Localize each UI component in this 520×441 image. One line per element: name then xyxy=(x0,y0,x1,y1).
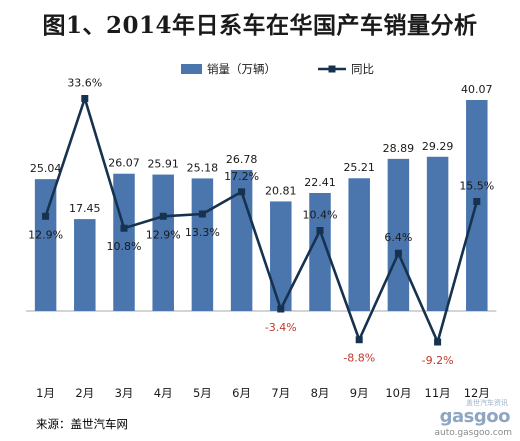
yoy-line-path xyxy=(44,97,479,344)
line-label-8: 10.4% xyxy=(303,208,338,221)
line-label-10: 6.4% xyxy=(384,231,412,244)
legend-line-label: 同比 xyxy=(351,62,374,76)
yoy-marker-4 xyxy=(159,212,167,220)
bar-4 xyxy=(152,174,174,311)
source-note: 来源：盖世汽车网 xyxy=(36,417,128,431)
line-label-9: -8.8% xyxy=(343,352,375,365)
bar-data-labels: 25.04 17.45 26.07 25.91 25.18 26.78 20.81 22.41… xyxy=(30,83,493,215)
yoy-marker-12 xyxy=(473,197,481,205)
yoy-marker-5 xyxy=(198,210,206,218)
legend: 销量（万辆） 同比 xyxy=(181,62,374,76)
legend-bar-label: 销量（万辆） xyxy=(207,62,276,76)
bar-label-9: 25.21 xyxy=(343,161,375,174)
yoy-marker-8 xyxy=(316,226,324,234)
yoy-marker-9 xyxy=(355,336,363,344)
bar-label-5: 25.18 xyxy=(187,161,219,174)
yoy-marker-2 xyxy=(81,95,89,102)
line-label-3: 10.8% xyxy=(107,240,142,253)
x-tick-3: 3月 xyxy=(115,386,134,400)
line-label-1: 12.9% xyxy=(28,228,63,241)
legend-line-marker xyxy=(328,65,336,73)
line-label-12: 15.5% xyxy=(459,179,494,192)
x-tick-7: 7月 xyxy=(271,386,290,400)
bar-5 xyxy=(191,178,214,311)
bar-series xyxy=(34,100,488,311)
bar-label-10: 28.89 xyxy=(383,142,415,155)
bar-label-11: 29.29 xyxy=(422,140,454,153)
bar-label-8: 22.41 xyxy=(304,176,336,189)
yoy-marker-1 xyxy=(42,212,50,220)
yoy-marker-7 xyxy=(277,305,285,313)
x-tick-11: 11月 xyxy=(425,386,451,400)
yoy-marker-10 xyxy=(394,249,402,257)
legend-bar-swatch xyxy=(181,64,202,74)
x-tick-5: 5月 xyxy=(193,386,212,400)
watermark-url: auto.gasgoo.com xyxy=(434,428,512,438)
x-tick-1: 1月 xyxy=(36,386,55,400)
x-tick-9: 9月 xyxy=(350,386,369,400)
bar-label-2: 17.45 xyxy=(69,202,101,215)
bar-label-7: 20.81 xyxy=(265,184,297,197)
x-axis-ticks: 1月 2月 3月 4月 5月 6月 7月 8月 9月 10月 11月 12月 xyxy=(36,386,490,400)
line-label-4: 12.9% xyxy=(146,228,181,241)
watermark-small-text: 盖世汽车资讯 xyxy=(466,399,508,407)
x-tick-6: 6月 xyxy=(232,386,251,400)
line-data-labels: 12.9% 33.6% 10.8% 12.9% 13.3% 17.2% -3.4% 10.4%… xyxy=(28,77,494,368)
bar-1 xyxy=(34,179,57,311)
bar-label-12: 40.07 xyxy=(461,83,493,96)
bar-7 xyxy=(270,201,292,311)
x-tick-10: 10月 xyxy=(385,386,411,400)
line-label-5: 13.3% xyxy=(185,226,220,239)
watermark-logo-text: gasgoo xyxy=(439,406,511,427)
line-label-6: 17.2% xyxy=(224,170,259,183)
chart-title: 图1、2014年日系车在华国产车销量分析 xyxy=(42,12,478,39)
line-label-7: -3.4% xyxy=(265,321,297,334)
bar-label-6: 26.78 xyxy=(226,153,258,166)
yoy-marker-3 xyxy=(120,224,128,232)
bar-11 xyxy=(426,156,449,311)
line-series xyxy=(42,95,481,346)
watermark-logo: 盖世汽车资讯 gasgoo auto.gasgoo.com xyxy=(422,398,518,440)
bar-9 xyxy=(348,178,370,311)
yoy-marker-11 xyxy=(434,338,442,346)
yoy-marker-6 xyxy=(238,188,246,196)
x-tick-8: 8月 xyxy=(311,386,330,400)
bar-10 xyxy=(387,158,410,311)
line-label-2: 33.6% xyxy=(67,77,102,90)
line-label-11: -9.2% xyxy=(422,354,454,367)
bar-label-4: 25.91 xyxy=(147,158,179,171)
x-tick-12: 12月 xyxy=(464,386,490,400)
bar-2 xyxy=(74,219,96,311)
x-tick-2: 2月 xyxy=(75,386,94,400)
bar-label-3: 26.07 xyxy=(108,157,140,170)
x-tick-4: 4月 xyxy=(154,386,173,400)
bar-label-1: 25.04 xyxy=(30,162,62,175)
bar-8 xyxy=(309,192,331,311)
